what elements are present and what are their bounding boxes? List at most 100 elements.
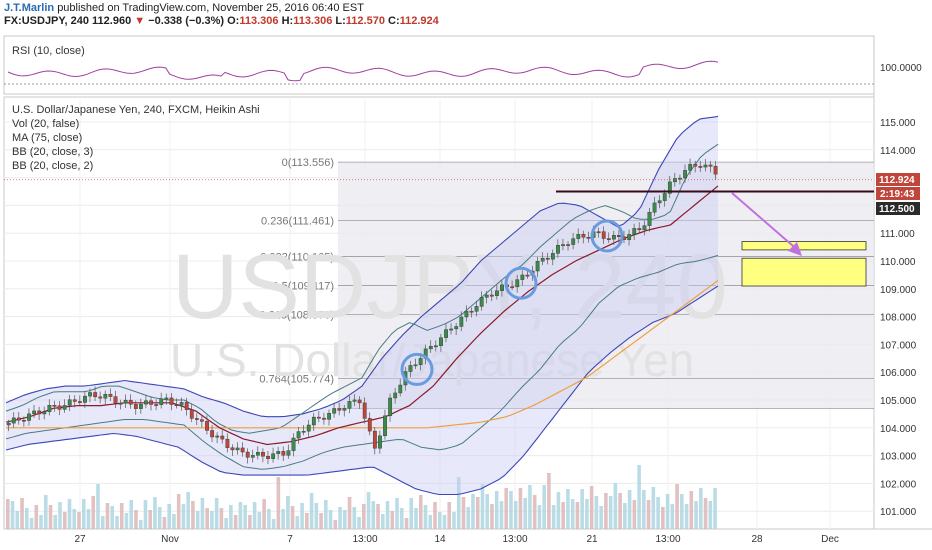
x-tick-label: 13:00 — [502, 534, 527, 545]
candle — [93, 392, 98, 398]
candle — [489, 294, 494, 297]
y-tick-label: 110.000 — [880, 257, 916, 268]
volume-bar — [528, 485, 532, 529]
candle — [220, 435, 225, 440]
volume-bar — [423, 505, 428, 529]
volume-bar — [380, 514, 385, 529]
fib-label: 0.5(109.117) — [272, 281, 334, 293]
candle — [200, 419, 204, 422]
volume-bar — [200, 498, 205, 529]
volume-bar — [532, 495, 537, 529]
candle — [77, 401, 82, 403]
candle — [291, 437, 296, 451]
current-price-tag: 112.924 — [879, 175, 915, 186]
volume-bar — [309, 493, 314, 529]
arrow-head-icon — [788, 242, 802, 256]
x-tick-label: 13:00 — [352, 534, 377, 545]
candle — [266, 455, 270, 459]
candle — [225, 438, 230, 448]
y-tick-label: 104.000 — [880, 424, 917, 435]
volume-bar — [267, 509, 271, 529]
candle — [434, 345, 438, 348]
y-tick-label: 103.000 — [880, 452, 917, 463]
volume-bar — [162, 517, 167, 529]
candle — [47, 405, 52, 413]
candle — [128, 399, 133, 405]
circle-marker — [504, 266, 538, 300]
volume-bar — [376, 504, 380, 529]
candle — [271, 453, 276, 459]
volume-bar — [623, 503, 627, 529]
price-axis[interactable] — [874, 36, 932, 529]
candle — [454, 326, 459, 330]
candle — [179, 402, 184, 406]
candle — [215, 435, 220, 438]
volume-bar — [138, 520, 143, 529]
candle — [378, 435, 382, 449]
volume-bar — [224, 518, 228, 529]
candle — [678, 177, 682, 180]
candle — [652, 202, 657, 213]
volume-bar — [556, 492, 561, 529]
rsi-panel[interactable] — [3, 35, 875, 95]
volume-bar — [471, 494, 475, 529]
drawing-annotations[interactable] — [4, 179, 874, 386]
volume-bar — [513, 501, 518, 529]
symbol-label[interactable]: FX:USDJPY, 240 — [4, 15, 89, 27]
ma75-line — [6, 280, 719, 429]
volume-bar — [461, 497, 466, 529]
volume-bar — [24, 508, 29, 529]
volume-bar — [518, 488, 523, 529]
candle — [357, 399, 362, 404]
candle — [601, 231, 606, 239]
volume-bar — [499, 501, 504, 529]
candle — [57, 405, 62, 410]
candle — [408, 365, 413, 372]
candle — [72, 399, 77, 402]
volume-bar — [167, 504, 171, 529]
candle — [103, 394, 108, 399]
volume-bar — [599, 506, 603, 529]
candle — [250, 455, 255, 458]
x-axis-labels: 27 Nov 7 13:00 14 13:00 21 13:00 28 Dec — [74, 534, 838, 545]
volume-bar — [276, 477, 281, 529]
fib-label: 0.764(105.774) — [259, 373, 334, 385]
volume-bar — [219, 508, 224, 529]
volume-bar — [371, 501, 376, 529]
volume-bar — [119, 503, 124, 529]
fib-label: 0.382(110.165) — [260, 251, 334, 263]
candle — [561, 244, 565, 246]
countdown-tag-bg — [876, 187, 920, 200]
volume-bar — [490, 504, 494, 529]
target-box — [741, 241, 867, 251]
candle — [418, 358, 423, 365]
price-change: −0.338 (−0.3%) — [148, 15, 225, 27]
author-link[interactable]: J.T.Marlin — [4, 2, 55, 14]
candle — [194, 418, 199, 420]
candle — [240, 447, 245, 453]
candle — [449, 328, 454, 331]
volume-bar — [153, 497, 157, 529]
x-tick-label: 27 — [74, 534, 86, 545]
published-text: published on TradingView.com, November 2… — [57, 2, 364, 14]
rsi-axis-value: 100.0000 — [880, 63, 922, 74]
candle — [617, 235, 621, 237]
volume-bar — [115, 516, 119, 529]
volume-bar — [62, 512, 67, 529]
candle — [545, 257, 550, 260]
volume-bar — [675, 484, 679, 529]
candle — [464, 310, 469, 318]
candle — [317, 416, 321, 419]
volume-bar — [338, 507, 342, 529]
candle — [571, 238, 576, 245]
y-tick-label: 106.000 — [880, 368, 917, 379]
candle — [698, 166, 703, 168]
volume-bar — [205, 508, 209, 529]
volume-bar — [105, 503, 110, 529]
volume-bar — [442, 515, 447, 529]
y-tick-label: 102.000 — [880, 479, 917, 490]
candle — [383, 415, 387, 437]
volume-bar — [651, 487, 656, 529]
volume-bar — [295, 516, 300, 529]
